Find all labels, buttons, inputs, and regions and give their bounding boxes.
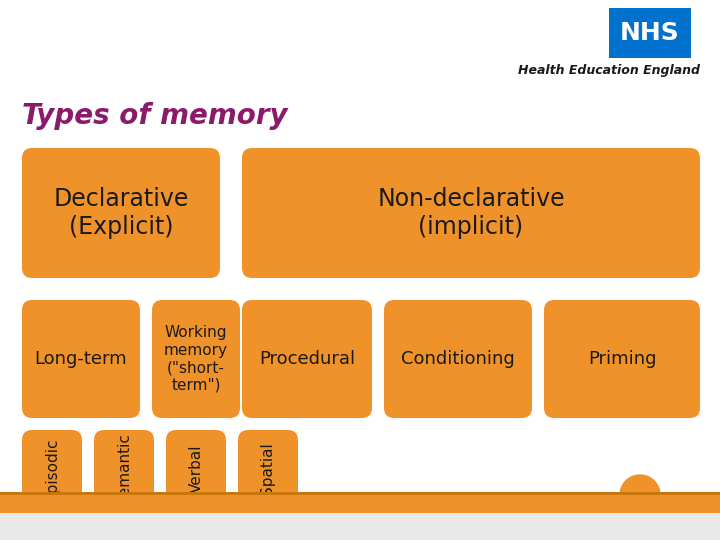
FancyBboxPatch shape	[238, 430, 298, 508]
Text: NHS: NHS	[620, 21, 680, 45]
Text: Priming: Priming	[588, 350, 656, 368]
Text: Semantic: Semantic	[117, 433, 132, 505]
FancyBboxPatch shape	[166, 430, 226, 508]
Text: Procedural: Procedural	[259, 350, 355, 368]
Text: Long-term: Long-term	[35, 350, 127, 368]
FancyBboxPatch shape	[544, 300, 700, 418]
Bar	[0, 495, 720, 513]
FancyBboxPatch shape	[22, 300, 140, 418]
Text: Health Education England: Health Education England	[518, 64, 700, 77]
Bar	[609, 8, 691, 58]
FancyBboxPatch shape	[384, 300, 532, 418]
FancyBboxPatch shape	[22, 430, 82, 508]
Text: Conditioning: Conditioning	[401, 350, 515, 368]
Text: Working
memory
("short-
term"): Working memory ("short- term")	[164, 326, 228, 393]
Polygon shape	[620, 475, 660, 495]
FancyBboxPatch shape	[242, 300, 372, 418]
FancyBboxPatch shape	[152, 300, 240, 418]
Bar	[0, 492, 720, 495]
Text: Episodic: Episodic	[45, 437, 60, 501]
FancyBboxPatch shape	[22, 148, 220, 278]
Text: Types of memory: Types of memory	[22, 102, 287, 130]
FancyBboxPatch shape	[242, 148, 700, 278]
FancyBboxPatch shape	[94, 430, 154, 508]
Bar	[0, 513, 720, 540]
Text: Spatial: Spatial	[261, 443, 276, 495]
Text: Declarative
(Explicit): Declarative (Explicit)	[53, 187, 189, 239]
Text: Non-declarative
(implicit): Non-declarative (implicit)	[377, 187, 564, 239]
Text: Verbal: Verbal	[189, 445, 204, 493]
